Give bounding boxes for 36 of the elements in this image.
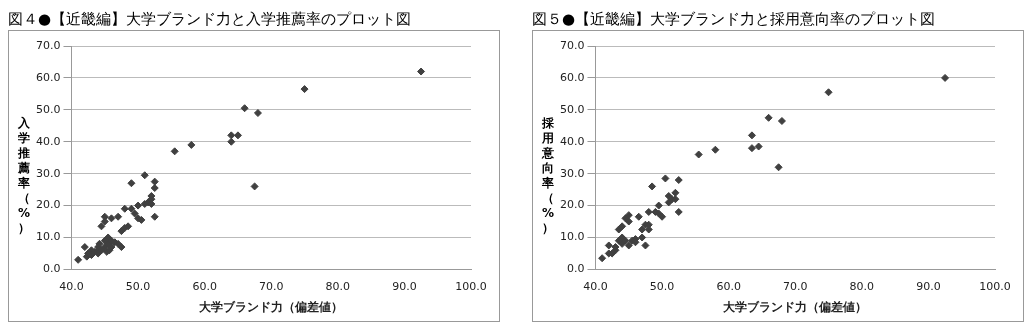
x-tick-label: 90.0 xyxy=(916,279,941,293)
y-axis-title: 採用意向率（%） xyxy=(541,116,555,236)
y-tick-label: 0.0 xyxy=(42,261,61,275)
y-tick-label: 0.0 xyxy=(566,261,585,275)
x-tick-label: 70.0 xyxy=(783,279,808,293)
x-tick-label: 100.0 xyxy=(979,279,1011,293)
y-tick-label: 70.0 xyxy=(35,38,61,52)
y-tick-label: 40.0 xyxy=(35,134,61,148)
x-axis-title: 大学ブランド力（偏差値） xyxy=(199,299,344,314)
x-tick-label: 60.0 xyxy=(192,279,217,293)
chart-title: 図４●【近畿編】大学ブランド力と入学推薦率のプロット図 xyxy=(8,9,413,30)
y-tick-label: 20.0 xyxy=(35,197,61,211)
x-tick-label: 40.0 xyxy=(59,279,84,293)
y-tick-label: 30.0 xyxy=(35,166,61,180)
y-tick-label: 10.0 xyxy=(559,229,585,243)
x-tick-label: 70.0 xyxy=(259,279,284,293)
y-tick-label: 10.0 xyxy=(35,229,61,243)
y-axis-title: 入学推薦率（%） xyxy=(17,116,31,236)
x-tick-label: 40.0 xyxy=(583,279,608,293)
x-tick-label: 90.0 xyxy=(392,279,417,293)
y-tick-label: 30.0 xyxy=(559,166,585,180)
y-tick-label: 70.0 xyxy=(559,38,585,52)
y-tick-label: 40.0 xyxy=(559,134,585,148)
y-tick-label: 50.0 xyxy=(559,102,585,116)
x-tick-label: 100.0 xyxy=(455,279,487,293)
y-tick-label: 50.0 xyxy=(35,102,61,116)
x-tick-label: 50.0 xyxy=(125,279,151,293)
x-tick-label: 80.0 xyxy=(325,279,351,293)
y-tick-label: 60.0 xyxy=(559,70,585,84)
y-tick-label: 60.0 xyxy=(35,70,61,84)
chart-title: 図５●【近畿編】大学ブランド力と採用意向率のプロット図 xyxy=(532,9,937,30)
x-axis-title: 大学ブランド力（偏差値） xyxy=(723,299,868,314)
x-tick-label: 80.0 xyxy=(849,279,875,293)
y-tick-label: 20.0 xyxy=(559,197,585,211)
x-tick-label: 50.0 xyxy=(649,279,675,293)
x-tick-label: 60.0 xyxy=(716,279,741,293)
